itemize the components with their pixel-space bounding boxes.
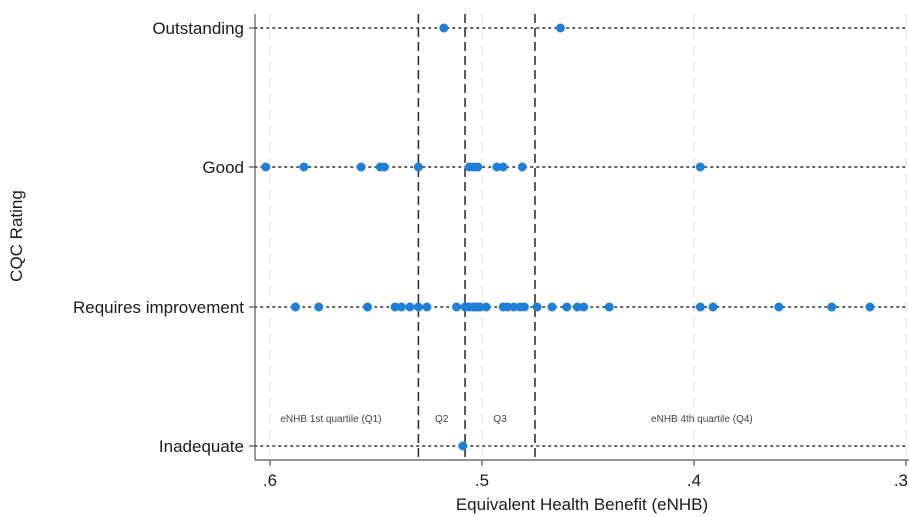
data-point: [562, 302, 572, 312]
data-point: [502, 302, 512, 312]
data-point: [379, 162, 389, 172]
data-point: [492, 162, 502, 172]
data-point: [579, 302, 589, 312]
quartile-cutoff-layer: [417, 14, 536, 460]
grid-layer: [254, 14, 909, 460]
data-point: [475, 302, 485, 312]
data-point: [363, 302, 373, 312]
data-point: [547, 302, 557, 312]
data-point: [509, 302, 519, 312]
data-point: [356, 162, 366, 172]
data-point: [405, 302, 415, 312]
y-tick-label: Requires improvement: [73, 298, 244, 317]
data-point: [572, 302, 582, 312]
data-point: [555, 23, 565, 33]
quartile-label: eNHB 1st quartile (Q1): [280, 414, 381, 425]
data-point: [452, 302, 462, 312]
data-point: [439, 23, 449, 33]
x-tick-label: .3: [894, 471, 908, 490]
data-point: [422, 302, 432, 312]
x-tick-label: .5: [475, 471, 489, 490]
y-tick-label: Inadequate: [159, 437, 244, 456]
data-point: [413, 162, 423, 172]
y-tick-label: Good: [202, 158, 244, 177]
y-tick-label: Outstanding: [152, 19, 244, 38]
data-point: [827, 302, 837, 312]
quartile-label-layer: eNHB 1st quartile (Q1) Q2 Q3 eNHB 4th quart…: [280, 414, 752, 425]
data-point: [299, 162, 309, 172]
data-point: [481, 302, 491, 312]
data-point: [314, 302, 324, 312]
data-point: [519, 302, 529, 312]
data-point: [390, 302, 400, 312]
data-point: [473, 162, 483, 172]
data-point: [261, 162, 271, 172]
data-point-layer: [261, 23, 875, 451]
data-point: [604, 302, 614, 312]
data-point: [695, 302, 705, 312]
x-tick-label: .4: [687, 471, 701, 490]
x-axis-title: Equivalent Health Benefit (eNHB): [456, 495, 708, 514]
data-point: [774, 302, 784, 312]
data-point: [517, 162, 527, 172]
y-axis-title: CQC Rating: [7, 190, 26, 282]
data-point: [498, 162, 508, 172]
quartile-label: eNHB 4th quartile (Q4): [651, 414, 753, 425]
quartile-label: Q2: [435, 414, 449, 425]
data-point: [413, 302, 423, 312]
data-point: [290, 302, 300, 312]
x-tick-label: .6: [263, 471, 277, 490]
data-point: [708, 302, 718, 312]
data-point: [458, 441, 468, 451]
data-point: [396, 302, 406, 312]
data-point: [865, 302, 875, 312]
x-tick-layer: .6 .5 .4 .3: [263, 460, 908, 490]
quartile-label: Q3: [493, 414, 507, 425]
data-point: [695, 162, 705, 172]
data-point: [532, 302, 542, 312]
y-tick-layer: Outstanding Good Requires improvement Inade…: [73, 19, 255, 456]
